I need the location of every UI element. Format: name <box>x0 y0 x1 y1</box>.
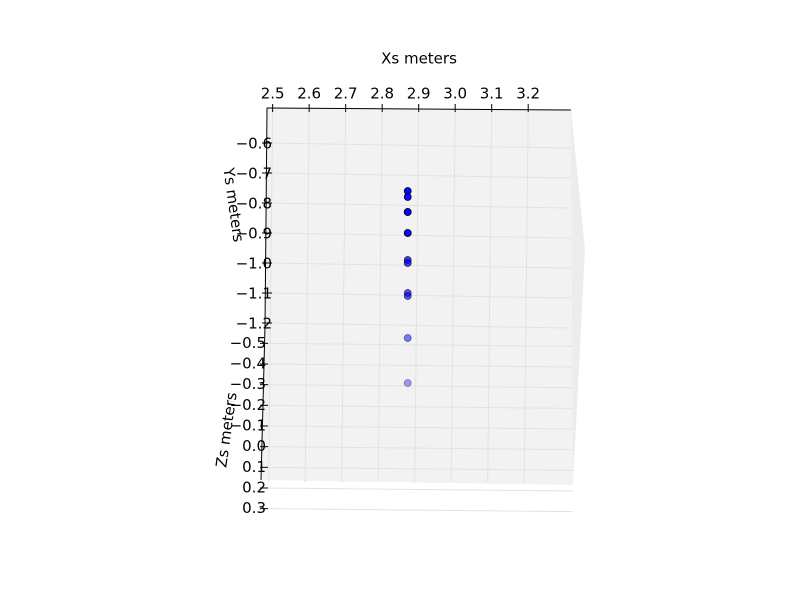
data-point <box>403 379 412 387</box>
grid-line <box>487 109 493 483</box>
y-tick-label: −0.8 <box>236 195 272 213</box>
data-point <box>403 292 412 300</box>
grid-line <box>266 292 572 299</box>
back-pane <box>265 108 573 333</box>
grid-line <box>264 425 574 430</box>
y-axis-line <box>264 107 268 327</box>
z-tick-label: −0.3 <box>230 375 266 393</box>
x-tick-label: 3.2 <box>516 85 540 103</box>
grid-line <box>341 109 347 483</box>
data-point <box>403 229 412 237</box>
z-tick-label: 0.3 <box>242 499 266 517</box>
z-axis-line <box>260 325 266 481</box>
y-tick-label: −1.2 <box>236 315 272 333</box>
grid-line <box>264 487 574 492</box>
grid-line <box>266 172 572 179</box>
grid-line <box>414 109 420 483</box>
grid-line <box>523 109 529 483</box>
grid-line <box>264 363 574 368</box>
grid-line <box>264 446 574 451</box>
grid-line <box>264 342 574 347</box>
grid-line <box>266 142 572 149</box>
z-tick-label: −0.2 <box>230 396 266 414</box>
x-tick-label: 2.5 <box>261 85 285 103</box>
x-tick-label: 3.1 <box>480 85 504 103</box>
data-point <box>403 334 412 342</box>
y-tick-label: −1.0 <box>236 255 272 273</box>
y-tick-label: −0.7 <box>236 165 272 183</box>
grid-line <box>264 508 574 513</box>
grid-line <box>266 202 572 209</box>
data-point <box>403 208 412 216</box>
y-tick-label: −1.1 <box>236 285 272 303</box>
z-tick-label: 0.0 <box>242 437 266 455</box>
data-point <box>403 193 412 201</box>
z-tick-label: −0.5 <box>230 334 266 352</box>
x-tick-label: 2.9 <box>407 85 431 103</box>
side-pane <box>571 110 585 485</box>
x-tick-label: 2.6 <box>297 85 321 103</box>
z-tick-label: 0.1 <box>242 458 266 476</box>
grid-line <box>268 109 274 483</box>
grid-line <box>266 232 572 239</box>
x-tick-label: 2.7 <box>334 85 358 103</box>
z-tick-label: −0.4 <box>230 355 266 373</box>
x-axis-label: Xs meters <box>381 50 457 68</box>
grid-line <box>266 322 572 329</box>
data-point <box>403 259 412 267</box>
grid-line <box>264 466 574 471</box>
x-tick-label: 2.8 <box>370 85 394 103</box>
grid-line <box>264 404 574 409</box>
grid-line <box>304 109 310 483</box>
y-tick-label: −0.6 <box>236 135 272 153</box>
grid-line <box>377 109 383 483</box>
x-tick-label: 3.0 <box>443 85 467 103</box>
y-tick-label: −0.9 <box>236 225 272 243</box>
z-tick-label: −0.1 <box>230 417 266 435</box>
z-tick-label: 0.2 <box>242 479 266 497</box>
grid-line <box>266 262 572 269</box>
grid-line <box>264 384 574 389</box>
